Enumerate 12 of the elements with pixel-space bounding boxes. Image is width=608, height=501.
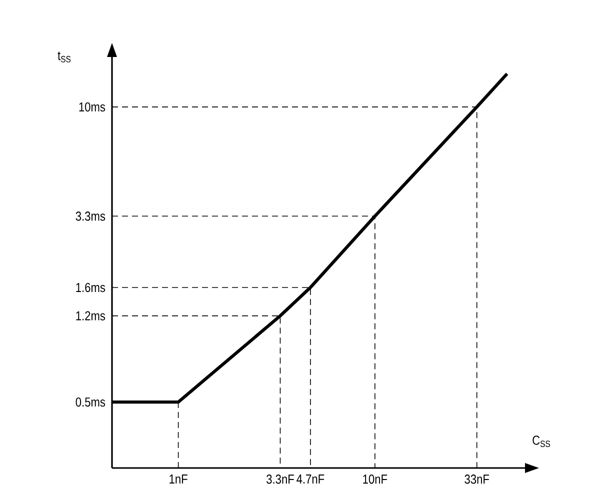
y-tick-label: 10ms [79, 102, 106, 112]
y-tick-label: 3.3ms [76, 212, 106, 221]
x-tick-label: 10nF [363, 474, 388, 484]
x-tick-label: 1nF [170, 474, 188, 484]
x-tick-label: 3.3nF [266, 474, 294, 484]
x-axis-title: C$_{SS}$ [532, 436, 550, 448]
x-tick-label: 4.7nF [296, 474, 324, 484]
x-tick-label: 33nF [464, 474, 489, 484]
y-axis-title: t$_{SS}$ [58, 52, 71, 62]
y-tick-label: 0.5ms [76, 397, 106, 407]
y-tick-label: 1.6ms [76, 282, 106, 292]
y-tick-label: 1.2ms [76, 311, 106, 320]
